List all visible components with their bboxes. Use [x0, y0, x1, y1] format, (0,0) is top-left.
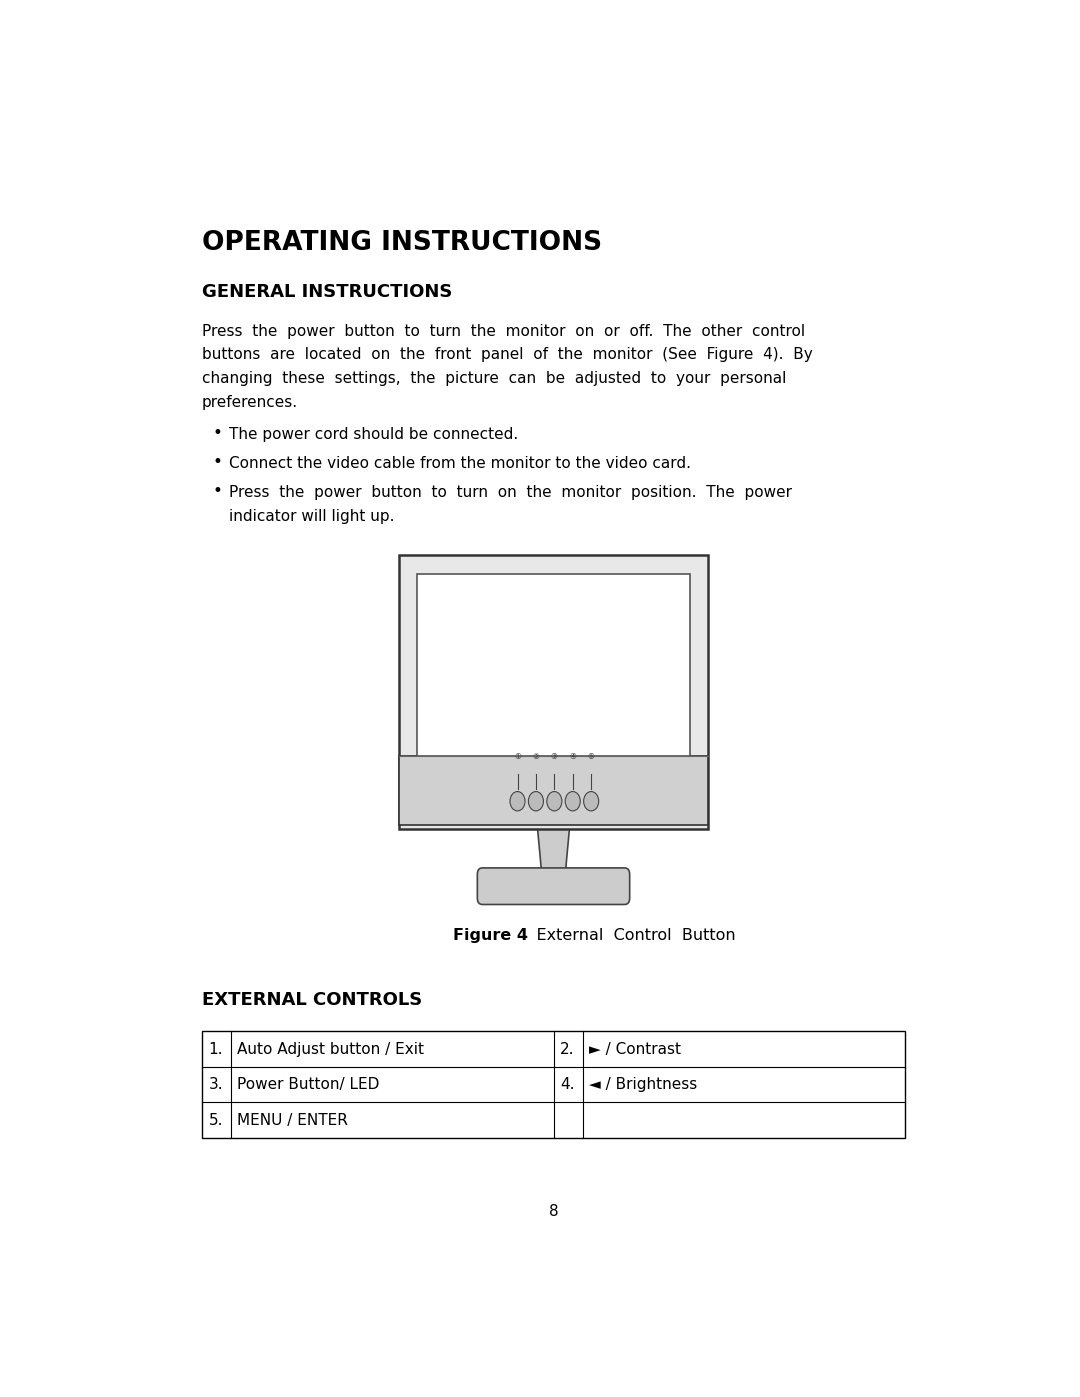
Text: Press  the  power  button  to  turn  on  the  monitor  position.  The  power: Press the power button to turn on the mo… [229, 485, 792, 500]
Circle shape [528, 792, 543, 810]
Circle shape [546, 792, 562, 810]
Text: 5.: 5. [208, 1112, 224, 1127]
Text: MENU / ENTER: MENU / ENTER [238, 1112, 348, 1127]
Text: External  Control  Button: External Control Button [516, 928, 735, 943]
Text: indicator will light up.: indicator will light up. [229, 509, 394, 524]
FancyBboxPatch shape [477, 868, 630, 904]
Circle shape [583, 792, 598, 810]
Text: Power Button/ LED: Power Button/ LED [238, 1077, 379, 1092]
Text: •: • [212, 482, 221, 500]
Text: ④: ④ [569, 753, 577, 761]
Text: ②: ② [532, 753, 539, 761]
Text: ► / Contrast: ► / Contrast [589, 1042, 680, 1056]
Text: EXTERNAL CONTROLS: EXTERNAL CONTROLS [202, 990, 422, 1009]
Polygon shape [538, 830, 569, 875]
Text: buttons  are  located  on  the  front  panel  of  the  monitor  (See  Figure  4): buttons are located on the front panel o… [202, 348, 813, 362]
Text: •: • [212, 453, 221, 471]
Text: Auto Adjust button / Exit: Auto Adjust button / Exit [238, 1042, 424, 1056]
Text: 1.: 1. [208, 1042, 224, 1056]
Text: 8: 8 [549, 1204, 558, 1218]
Text: ⑤: ⑤ [588, 753, 595, 761]
Text: preferences.: preferences. [202, 394, 298, 409]
Text: 2.: 2. [561, 1042, 575, 1056]
Text: 4.: 4. [561, 1077, 575, 1092]
Text: changing  these  settings,  the  picture  can  be  adjusted  to  your  personal: changing these settings, the picture can… [202, 372, 786, 386]
Text: ◄ / Brightness: ◄ / Brightness [589, 1077, 697, 1092]
Polygon shape [399, 555, 708, 830]
Polygon shape [399, 756, 708, 824]
Circle shape [565, 792, 580, 810]
Text: 3.: 3. [208, 1077, 224, 1092]
Circle shape [510, 792, 525, 810]
Text: ③: ③ [551, 753, 557, 761]
Text: Press  the  power  button  to  turn  the  monitor  on  or  off.  The  other  con: Press the power button to turn the monit… [202, 324, 805, 338]
Text: OPERATING INSTRUCTIONS: OPERATING INSTRUCTIONS [202, 231, 602, 256]
Text: Figure 4: Figure 4 [454, 928, 528, 943]
Text: Connect the video cable from the monitor to the video card.: Connect the video cable from the monitor… [229, 455, 691, 471]
Text: GENERAL INSTRUCTIONS: GENERAL INSTRUCTIONS [202, 282, 453, 300]
Polygon shape [417, 574, 690, 756]
Text: ①: ① [514, 753, 521, 761]
Text: •: • [212, 423, 221, 441]
Text: The power cord should be connected.: The power cord should be connected. [229, 427, 518, 441]
